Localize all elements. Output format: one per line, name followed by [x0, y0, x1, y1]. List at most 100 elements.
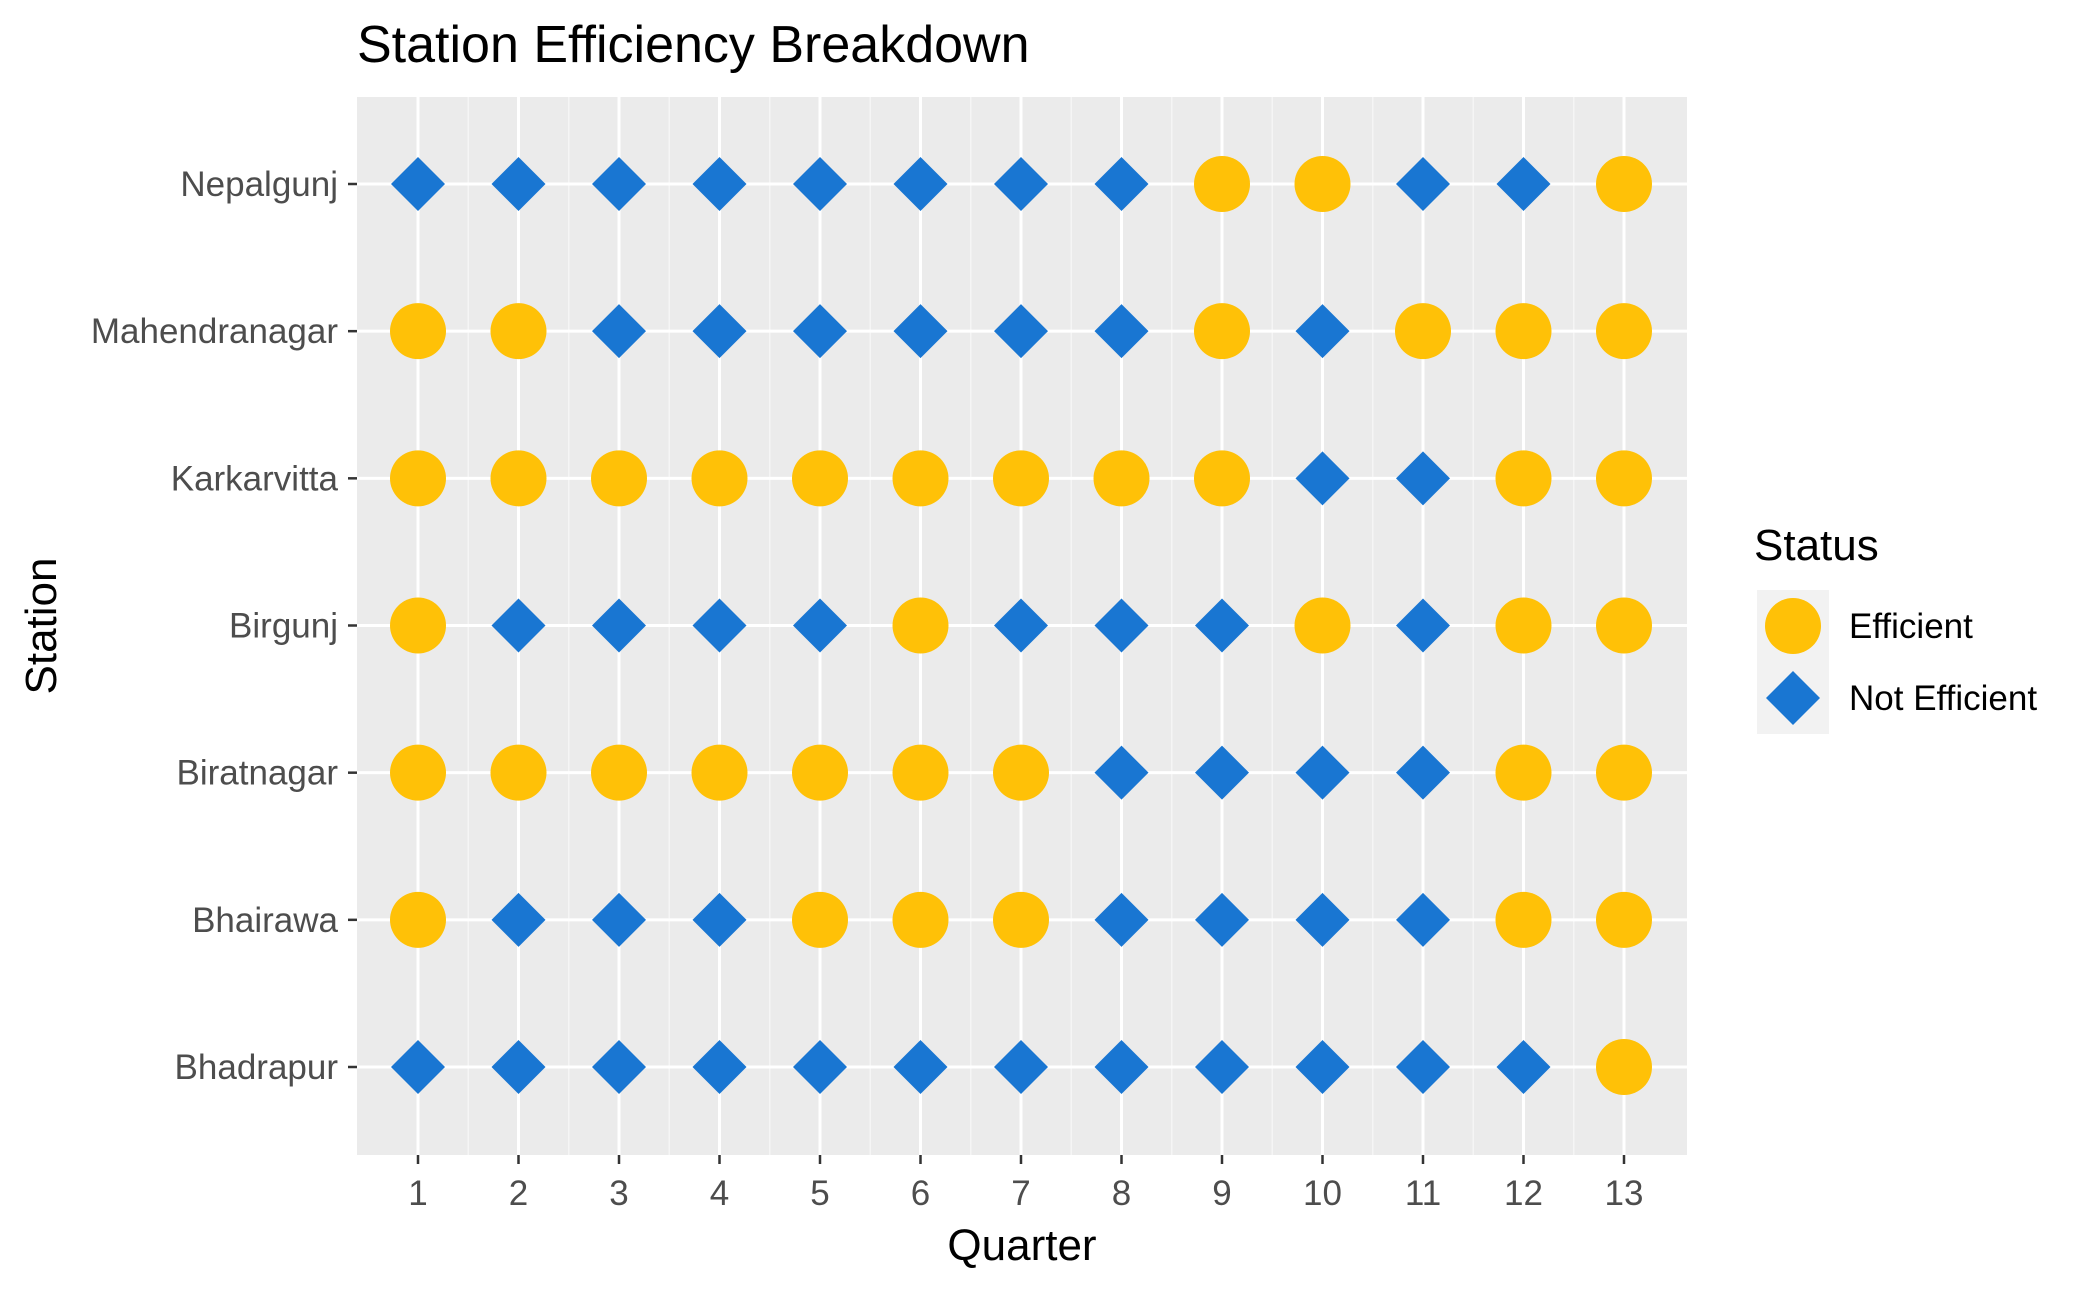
x-tick-label: 8 [1112, 1174, 1131, 1213]
point-not-efficient [1295, 451, 1350, 506]
point-efficient [691, 744, 748, 801]
point-not-efficient [994, 157, 1048, 211]
point-not-efficient [1094, 745, 1149, 800]
point-efficient [1596, 891, 1652, 948]
y-tick-label: Bhadrapur [175, 1048, 339, 1087]
point-not-efficient [491, 892, 546, 947]
point-efficient [390, 450, 446, 507]
point-not-efficient [1295, 745, 1350, 800]
point-not-efficient [793, 598, 847, 653]
point-not-efficient [592, 304, 646, 359]
x-tick-label: 1 [408, 1174, 427, 1213]
point-not-efficient [994, 1040, 1048, 1094]
point-not-efficient [1195, 745, 1249, 800]
point-efficient [1596, 156, 1652, 212]
point-not-efficient [391, 157, 445, 211]
x-tick-label: 5 [810, 1174, 829, 1213]
point-not-efficient [793, 157, 847, 211]
point-efficient [1395, 303, 1451, 360]
point-efficient [691, 450, 748, 507]
point-efficient [892, 744, 949, 801]
point-efficient [792, 891, 848, 948]
point-efficient [390, 891, 446, 948]
point-not-efficient [1295, 304, 1350, 359]
point-efficient [1596, 303, 1652, 360]
point-efficient [1495, 744, 1552, 801]
point-efficient [390, 597, 446, 654]
point-not-efficient [994, 598, 1048, 653]
y-tick-label: Biratnagar [177, 754, 339, 793]
point-not-efficient [893, 1040, 948, 1094]
x-tick-label: 12 [1504, 1174, 1543, 1213]
point-not-efficient [1195, 1040, 1249, 1094]
point-not-efficient [1295, 892, 1350, 947]
point-not-efficient [692, 1040, 747, 1094]
point-not-efficient [692, 892, 747, 947]
point-not-efficient [1195, 892, 1249, 947]
point-efficient [1194, 303, 1250, 360]
point-not-efficient [592, 157, 646, 211]
point-not-efficient [1496, 157, 1551, 211]
point-not-efficient [491, 598, 546, 653]
x-tick-label: 9 [1212, 1174, 1231, 1213]
point-efficient [1596, 744, 1652, 801]
point-efficient [490, 744, 547, 801]
point-efficient [591, 450, 647, 507]
point-efficient [1596, 597, 1652, 654]
point-not-efficient [1396, 892, 1450, 947]
point-efficient [1294, 156, 1351, 212]
point-not-efficient [793, 304, 847, 359]
point-not-efficient [1094, 304, 1149, 359]
point-not-efficient [1094, 892, 1149, 947]
x-tick-label: 3 [609, 1174, 628, 1213]
y-tick-label: Karkarvitta [171, 459, 339, 498]
x-tick-label: 13 [1605, 1174, 1644, 1213]
point-efficient [1495, 450, 1552, 507]
point-efficient [1194, 156, 1250, 212]
point-not-efficient [1396, 598, 1450, 653]
point-not-efficient [1094, 1040, 1149, 1094]
point-efficient [892, 597, 949, 654]
point-not-efficient [893, 304, 948, 359]
legend-label: Not Efficient [1849, 679, 2037, 718]
legend-label: Efficient [1849, 607, 1973, 646]
y-tick-label: Mahendranagar [91, 312, 338, 351]
point-not-efficient [1295, 1040, 1350, 1094]
x-tick-label: 4 [710, 1174, 729, 1213]
point-not-efficient [491, 1040, 546, 1094]
point-efficient [1596, 1039, 1652, 1095]
y-tick-label: Birgunj [229, 607, 338, 646]
point-efficient [490, 303, 547, 360]
point-not-efficient [1094, 157, 1149, 211]
data-points [390, 156, 1652, 1095]
chart-title: Station Efficiency Breakdown [357, 16, 1030, 74]
point-efficient [993, 891, 1049, 948]
point-not-efficient [491, 157, 546, 211]
x-tick-label: 10 [1303, 1174, 1342, 1213]
y-axis-title: Station [17, 558, 66, 695]
x-axis-title: Quarter [947, 1221, 1096, 1270]
point-not-efficient [692, 598, 747, 653]
legend-circle-icon [1765, 598, 1821, 654]
x-axis-ticks: 1 2 3 4 5 6 7 8 9 10 11 12 13 [408, 1155, 1643, 1213]
point-not-efficient [994, 304, 1048, 359]
point-efficient [892, 450, 949, 507]
y-axis-ticks: Bhadrapur Bhairawa Biratnagar Birgunj Karkar… [91, 165, 357, 1087]
point-efficient [792, 744, 848, 801]
point-not-efficient [692, 304, 747, 359]
point-not-efficient [391, 1040, 445, 1094]
point-efficient [1596, 450, 1652, 507]
x-tick-label: 7 [1011, 1174, 1030, 1213]
x-tick-label: 2 [509, 1174, 528, 1213]
x-tick-label: 6 [911, 1174, 930, 1213]
point-efficient [1294, 597, 1351, 654]
y-tick-label: Bhairawa [192, 901, 338, 940]
point-not-efficient [1496, 1040, 1551, 1094]
point-not-efficient [893, 157, 948, 211]
point-not-efficient [1195, 598, 1249, 653]
point-efficient [390, 303, 446, 360]
point-efficient [993, 450, 1049, 507]
point-efficient [1495, 303, 1552, 360]
point-not-efficient [592, 1040, 646, 1094]
